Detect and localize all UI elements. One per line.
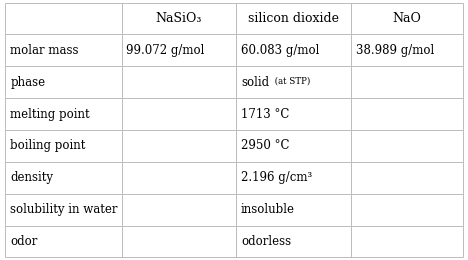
Text: 2950 °C: 2950 °C: [241, 139, 290, 152]
Text: solubility in water: solubility in water: [10, 203, 118, 216]
Text: silicon dioxide: silicon dioxide: [248, 12, 339, 25]
Text: NaSiO₃: NaSiO₃: [156, 12, 202, 25]
Text: 2.196 g/cm³: 2.196 g/cm³: [241, 171, 312, 184]
Text: 38.989 g/mol: 38.989 g/mol: [356, 44, 434, 57]
Text: odor: odor: [10, 235, 37, 248]
Text: 60.083 g/mol: 60.083 g/mol: [241, 44, 319, 57]
Text: phase: phase: [10, 76, 45, 89]
Text: NaO: NaO: [393, 12, 422, 25]
Text: 99.072 g/mol: 99.072 g/mol: [126, 44, 205, 57]
Text: insoluble: insoluble: [241, 203, 295, 216]
Text: solid: solid: [241, 76, 269, 89]
Text: (at STP): (at STP): [273, 76, 310, 86]
Text: 1713 °C: 1713 °C: [241, 108, 289, 121]
Text: melting point: melting point: [10, 108, 90, 121]
Text: odorless: odorless: [241, 235, 291, 248]
Text: molar mass: molar mass: [10, 44, 79, 57]
Text: boiling point: boiling point: [10, 139, 86, 152]
Text: density: density: [10, 171, 53, 184]
